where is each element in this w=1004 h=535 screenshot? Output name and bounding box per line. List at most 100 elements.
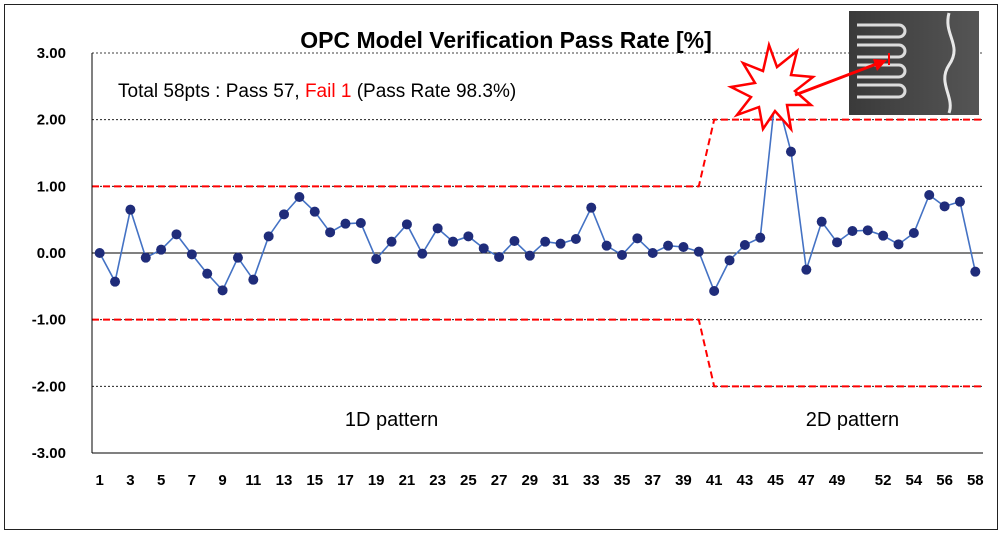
summary-lead: Total 58pts : Pass 57,: [118, 81, 305, 102]
data-point: [893, 239, 904, 250]
x-tick-label: 15: [306, 472, 323, 489]
data-point: [555, 238, 566, 249]
data-point: [94, 248, 105, 258]
x-tick-label: 9: [218, 472, 226, 489]
data-point: [432, 223, 443, 234]
data-point: [232, 252, 243, 263]
spec-limit-lines: [92, 118, 983, 388]
x-tick-label: 29: [521, 472, 538, 489]
x-tick-label: 13: [276, 472, 293, 489]
x-tick-label: 11: [245, 472, 261, 489]
x-tick-label: 35: [614, 472, 631, 489]
data-point: [739, 240, 750, 250]
chart-title: OPC Model Verification Pass Rate [%]: [300, 27, 712, 53]
x-tick-label: 58: [967, 472, 984, 489]
series-line: [98, 92, 977, 293]
data-point: [616, 250, 627, 260]
fail-burst-icon: [727, 40, 817, 134]
data-point: [586, 202, 597, 213]
data-point: [202, 268, 213, 279]
x-tick-label: 41: [706, 472, 723, 489]
data-point: [186, 249, 197, 260]
data-point: [140, 252, 151, 263]
lower-spec-limit: [92, 318, 983, 388]
data-point: [417, 248, 428, 259]
data-point: [908, 228, 919, 238]
y-tick-label: 2.00: [37, 112, 66, 129]
data-point: [248, 274, 259, 285]
x-tick-label: 37: [644, 472, 661, 489]
data-point: [448, 236, 459, 247]
data-point: [217, 285, 228, 296]
x-tick-label: 25: [460, 472, 477, 489]
data-point: [524, 250, 535, 261]
data-point: [724, 255, 735, 266]
data-point: [816, 216, 827, 227]
x-tick-label: 33: [583, 472, 600, 489]
chart-canvas: 3.002.001.000.00-1.00-2.00-3.00 1 3 5 7 9 11 1…: [32, 11, 984, 489]
upper-spec-limit: [92, 118, 983, 188]
x-tick-label: 27: [491, 472, 508, 489]
data-point: [862, 225, 873, 236]
data-point: [678, 242, 689, 252]
region-label: 1D pattern: [345, 409, 438, 431]
data-point: [755, 232, 766, 243]
data-point: [478, 243, 489, 254]
data-point: [878, 230, 889, 241]
y-tick-label: -2.00: [32, 378, 66, 395]
x-tick-label: 39: [675, 472, 692, 489]
data-point: [309, 206, 320, 217]
x-tick-label: 31: [552, 472, 569, 489]
data-point: [463, 231, 474, 242]
data-point: [785, 146, 796, 157]
x-tick-label: 21: [399, 472, 416, 489]
data-point: [509, 236, 520, 246]
data-point: [570, 234, 581, 244]
fail-arrow: [794, 59, 887, 97]
data-point: [970, 266, 981, 277]
data-point: [954, 196, 965, 207]
x-tick-label: 17: [337, 472, 354, 489]
x-tick-label: 3: [126, 472, 134, 489]
x-tick-label: 7: [188, 472, 196, 489]
data-point: [601, 240, 612, 251]
data-point: [494, 252, 505, 262]
x-tick-labels: 1 3 5 7 9 11 13 15 17 19 21 23 25 27 29 31 33 35 37 39 41 43 4…: [96, 472, 984, 489]
data-point: [371, 254, 382, 264]
data-point: [171, 229, 182, 240]
data-point: [294, 192, 305, 202]
data-point: [801, 264, 812, 275]
data-point: [340, 218, 351, 229]
data-point: [832, 237, 843, 248]
sem-image-icon: [849, 11, 979, 115]
data-point: [355, 218, 366, 228]
x-tick-label: 45: [767, 472, 784, 489]
y-tick-label: 3.00: [37, 45, 66, 62]
x-tick-label: 23: [429, 472, 446, 489]
y-tick-label: 1.00: [37, 178, 66, 195]
data-point: [263, 231, 274, 242]
y-tick-label: -3.00: [32, 445, 66, 462]
summary-text: Total 58pts : Pass 57, Fail 1 (Pass Rate…: [118, 81, 516, 102]
data-point: [110, 276, 121, 287]
data-point: [709, 286, 720, 296]
data-point: [632, 233, 643, 244]
data-point: [939, 201, 950, 212]
data-point: [386, 236, 397, 247]
x-tick-label: 47: [798, 472, 815, 489]
y-tick-labels: 3.00 2.00 1.00 0.00 -1.00 -2.00 -3.00: [32, 45, 66, 462]
x-tick-label: 43: [737, 472, 754, 489]
data-point: [540, 236, 551, 247]
data-point: [156, 244, 167, 255]
data-point: [647, 248, 658, 258]
chart-frame: 3.00 2.00 1.00 0.00 -1.00 -2.00 -3.00 1 3 5 7 9 11 1…: [4, 4, 998, 530]
axes: [91, 53, 983, 454]
region-labels: 1D pattern 2D pattern: [345, 409, 899, 431]
data-point: [279, 209, 290, 220]
data-point: [125, 204, 136, 215]
y-tick-label: -1.00: [32, 312, 66, 329]
summary-tail: (Pass Rate 98.3%): [351, 81, 516, 102]
x-tick-label: 54: [906, 472, 923, 489]
data-point: [663, 240, 674, 251]
data-point: [847, 226, 858, 236]
